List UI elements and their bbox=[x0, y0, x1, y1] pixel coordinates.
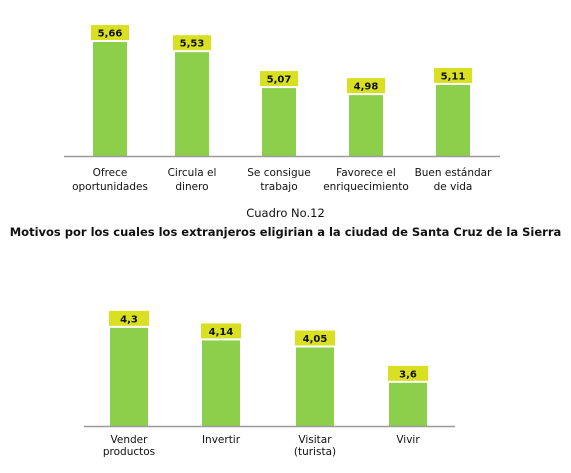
chart2-category-label-3-line-1: Visitar bbox=[298, 434, 332, 446]
chart1-value-label-bg-4 bbox=[347, 78, 385, 94]
chart1-value-label-bg-1 bbox=[91, 25, 129, 41]
chart1-category-label-2-line-2: dinero bbox=[175, 181, 208, 193]
chart1-bar-4 bbox=[349, 95, 383, 156]
chart1-category-label-4-line-1: Favorece el bbox=[336, 167, 396, 179]
chart2-value-label-3: 4,05 bbox=[303, 334, 328, 345]
chart2-value-label-bg-4 bbox=[388, 365, 428, 381]
chart2-value-label-bg-2 bbox=[201, 323, 241, 339]
chart2-value-label-2: 4,14 bbox=[209, 327, 234, 338]
chart1-category-label-3-line-1: Se consigue bbox=[247, 167, 310, 179]
chart2-value-label-4: 3,6 bbox=[399, 369, 417, 380]
chart1-bar-5 bbox=[436, 84, 470, 156]
chart2-value-label-1: 4,3 bbox=[120, 314, 138, 325]
chart1-category-label-3-line-2: trabajo bbox=[260, 181, 297, 193]
chart1-value-label-bg-5 bbox=[434, 67, 472, 83]
chart1-bar-2 bbox=[175, 52, 209, 156]
chart2-category-label-2: Invertir bbox=[202, 434, 241, 446]
chart1-category-label-5-line-2: de vida bbox=[434, 181, 473, 193]
chart1-value-label-3: 5,07 bbox=[267, 75, 292, 86]
chart1-category-label-4-line-2: enriquecimiento bbox=[323, 181, 409, 193]
chart1-value-label-5: 5,11 bbox=[441, 71, 466, 82]
chart2-value-label-bg-1 bbox=[109, 310, 149, 326]
chart2-bar-1 bbox=[110, 327, 148, 426]
chart1-bar-3 bbox=[262, 88, 296, 156]
chart2-bar-4 bbox=[389, 382, 427, 426]
chart-caption-title: Motivos por los cuales los extranjeros e… bbox=[9, 225, 562, 239]
chart-caption-number: Cuadro No.12 bbox=[246, 206, 325, 220]
chart1-category-label-5-line-1: Buen estándar bbox=[415, 167, 493, 179]
chart2-bar-2 bbox=[202, 340, 240, 426]
chart1-bar-1 bbox=[93, 42, 127, 157]
chart2-category-label-4: Vivir bbox=[396, 434, 420, 446]
chart2-category-label-1-line-1: Vender bbox=[111, 434, 149, 446]
chart2-category-label-1-line-2: productos bbox=[103, 446, 155, 458]
chart1-category-label-2-line-1: Circula el bbox=[168, 167, 217, 179]
chart1-value-label-bg-2 bbox=[173, 35, 211, 51]
chart1-value-label-bg-3 bbox=[260, 71, 298, 87]
chart1-category-label-1-line-1: Ofrece bbox=[93, 167, 128, 179]
chart1-category-label-1-line-2: oportunidades bbox=[72, 181, 148, 193]
chart1-value-label-4: 4,98 bbox=[354, 82, 379, 93]
chart1-value-label-2: 5,53 bbox=[180, 39, 205, 50]
chart2-bar-3 bbox=[296, 347, 334, 426]
chart2-category-label-3-line-2: (turista) bbox=[294, 446, 336, 458]
chart2-value-label-bg-3 bbox=[295, 330, 335, 346]
chart1-value-label-1: 5,66 bbox=[98, 29, 123, 40]
